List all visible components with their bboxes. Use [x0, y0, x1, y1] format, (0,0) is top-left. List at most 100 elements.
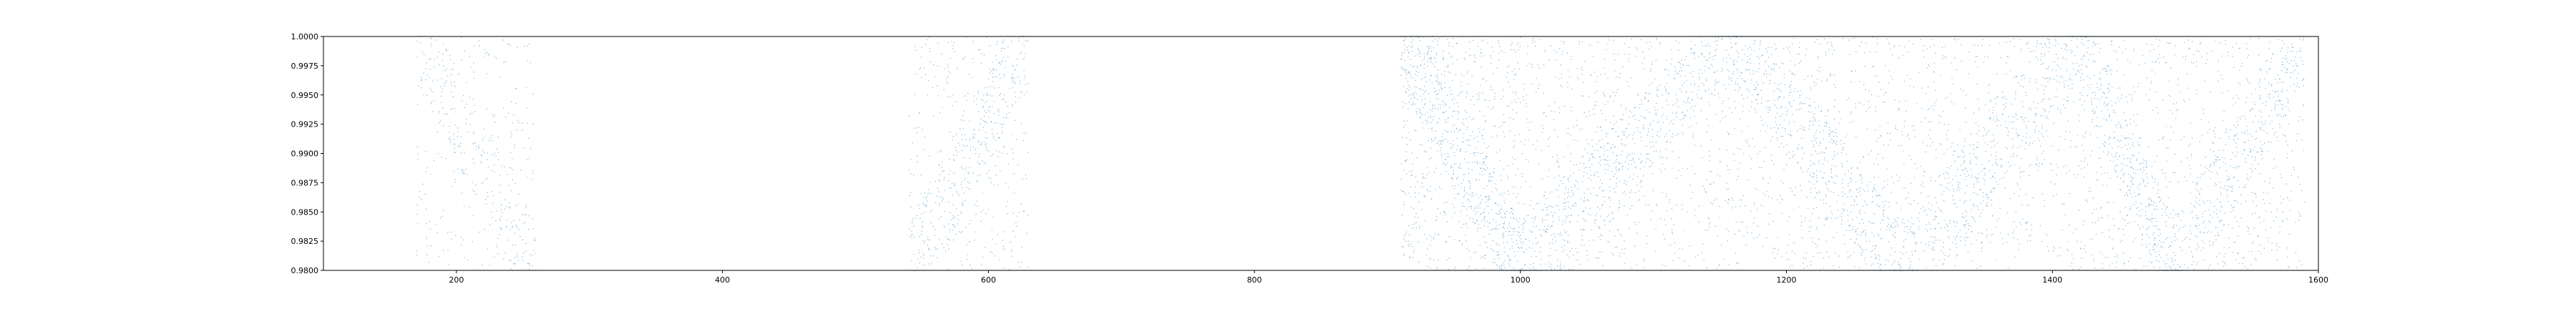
data-point [1621, 119, 1623, 121]
data-point [1730, 42, 1732, 44]
data-point [1597, 258, 1599, 259]
data-point [1405, 103, 1407, 104]
data-point [1825, 52, 1827, 53]
data-point [1514, 187, 1516, 189]
data-point [1548, 205, 1550, 207]
data-point [1700, 52, 1702, 54]
data-point [487, 196, 489, 197]
data-point [969, 157, 970, 159]
data-point [1800, 190, 1802, 191]
data-point [998, 62, 1000, 64]
data-point [1424, 150, 1425, 152]
data-point [1694, 84, 1695, 86]
data-point [1482, 134, 1483, 136]
data-point [1593, 187, 1594, 189]
data-point [1875, 195, 1877, 196]
data-point [1984, 173, 1986, 175]
data-point [962, 59, 964, 61]
data-point [1519, 247, 1521, 249]
data-point [965, 167, 967, 169]
data-point [1514, 159, 1516, 160]
data-point [993, 69, 995, 71]
data-point [972, 172, 974, 174]
data-point [1430, 50, 1433, 52]
data-point [1656, 204, 1657, 205]
data-point [1554, 129, 1556, 131]
data-point [1016, 225, 1018, 227]
data-point [1533, 226, 1535, 227]
data-point [1464, 187, 1465, 188]
data-point [1652, 129, 1653, 130]
data-point [1601, 205, 1603, 207]
data-point [1475, 222, 1476, 224]
data-point [1435, 75, 1437, 77]
data-point [1789, 86, 1790, 87]
data-point [1622, 165, 1624, 167]
data-point [1638, 200, 1639, 201]
data-point [1456, 149, 1458, 150]
data-point [1428, 57, 1430, 59]
data-point [1873, 222, 1875, 224]
data-point [1523, 222, 1526, 223]
data-point [496, 58, 497, 59]
data-point [1513, 74, 1515, 76]
data-point [1721, 70, 1722, 72]
data-point [1857, 234, 1858, 235]
data-point [956, 154, 957, 156]
data-point [1483, 77, 1484, 79]
data-point [1950, 93, 1951, 94]
data-point [1468, 168, 1470, 170]
data-point [1841, 182, 1843, 184]
data-point [1018, 37, 1020, 39]
data-point [1731, 46, 1732, 48]
data-point [1956, 222, 1958, 224]
data-point [1419, 50, 1420, 52]
data-point [992, 137, 994, 139]
data-point [969, 120, 970, 122]
data-point [1508, 105, 1510, 107]
data-point [1480, 213, 1481, 215]
data-point [1990, 100, 1991, 102]
data-point [1771, 54, 1772, 55]
data-point [1625, 144, 1626, 146]
data-point [1714, 55, 1715, 57]
data-point [1875, 257, 1877, 258]
data-point [1538, 84, 1540, 86]
data-point [1755, 99, 1757, 101]
data-point [1602, 190, 1604, 192]
data-point [1637, 176, 1639, 177]
data-point [1516, 44, 1518, 45]
data-point [978, 140, 980, 142]
data-point [1476, 220, 1478, 222]
data-point [1502, 217, 1503, 219]
data-point [434, 39, 436, 41]
data-point [952, 48, 954, 49]
data-point [1943, 190, 1945, 192]
data-point [482, 139, 483, 141]
data-point [1637, 49, 1639, 51]
data-point [1581, 95, 1583, 97]
data-point [1541, 149, 1543, 152]
data-point [1945, 97, 1946, 99]
data-point [1911, 251, 1913, 252]
data-point [1493, 227, 1494, 230]
data-point [443, 43, 444, 44]
data-point [1423, 176, 1424, 177]
data-point [1435, 167, 1437, 169]
data-point [1811, 75, 1813, 77]
data-point [1906, 74, 1908, 76]
data-point [994, 255, 995, 257]
data-point [1840, 118, 1842, 119]
data-point [1466, 192, 1468, 194]
data-point [1641, 160, 1643, 162]
data-point [952, 94, 954, 96]
data-point [1745, 69, 1747, 71]
data-point [1459, 129, 1460, 130]
data-point [1428, 158, 1430, 160]
data-point [1886, 168, 1888, 170]
data-point [1451, 167, 1453, 169]
data-point [1893, 235, 1895, 237]
data-point [1682, 167, 1684, 169]
data-point [925, 197, 927, 199]
data-point [1762, 55, 1764, 57]
